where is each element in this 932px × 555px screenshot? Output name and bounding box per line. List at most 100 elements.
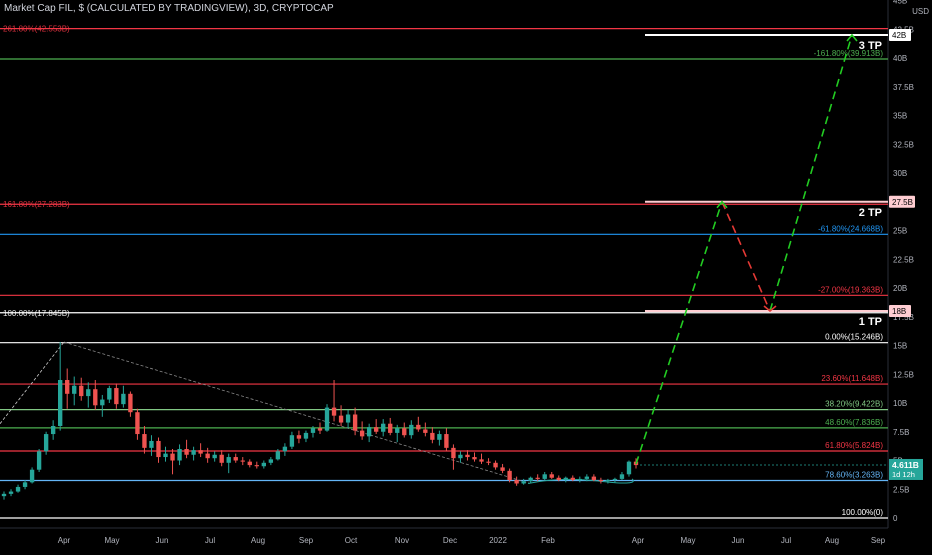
candle-body [1, 493, 7, 497]
candle-body [310, 428, 316, 433]
target-label: 1 TP [859, 316, 882, 328]
y-tick-label: 0 [893, 514, 898, 523]
candle-body [423, 429, 428, 433]
candle-body [254, 465, 259, 467]
candle-body [247, 461, 252, 466]
fib-label-right: -161.80%(39.913B) [814, 49, 884, 58]
y-tick-label: 40B [893, 54, 907, 63]
candle-body [29, 469, 35, 483]
candle-body [556, 477, 561, 481]
candle-body [542, 474, 547, 479]
candle-body [388, 423, 393, 433]
candle-body [331, 407, 337, 416]
candle-body [352, 414, 358, 431]
x-tick-label: Jun [732, 536, 745, 545]
price-badge-label: 27.5B [892, 198, 913, 207]
price-badge [889, 305, 911, 317]
candle-body [598, 480, 604, 482]
candle-body [486, 461, 491, 463]
candle-body [50, 426, 56, 435]
arrowhead-up-2 [846, 33, 858, 42]
x-tick-label: May [104, 536, 119, 545]
y-tick-label: 37.5B [893, 83, 914, 92]
price-badge-label: 18B [892, 307, 906, 316]
target-label: 2 TP [859, 207, 882, 219]
x-tick-label: Sep [871, 536, 886, 545]
candle-body [184, 449, 189, 455]
candle-body [591, 476, 597, 481]
candle-body [528, 477, 533, 482]
y-tick-label: 45B [893, 0, 907, 6]
countdown-label: 1d 12h [892, 470, 915, 479]
candle-body [472, 457, 477, 460]
candle-body [500, 467, 505, 471]
candle-body [402, 428, 407, 436]
y-tick-label: 17.5B [893, 313, 914, 322]
candle-body [149, 440, 154, 448]
candle-body [282, 446, 288, 452]
candle-body [296, 435, 302, 439]
x-tick-label: 2022 [489, 536, 507, 545]
candle-body [212, 454, 217, 459]
x-tick-label: May [680, 536, 695, 545]
fib-label-right: 78.60%(3.263B) [825, 470, 883, 479]
fib-label-right: -61.80%(24.668B) [818, 224, 883, 233]
x-tick-label: Nov [395, 536, 409, 545]
currency-label: USD [912, 7, 929, 16]
x-tick-label: Dec [443, 536, 457, 545]
current-price-badge [889, 458, 923, 480]
candle-body [43, 434, 49, 452]
price-badge [889, 29, 911, 41]
candle-body [72, 385, 77, 394]
candle-body [135, 412, 140, 435]
candle-body [451, 447, 456, 459]
candle-body [107, 388, 112, 400]
fib-label-right: 100.00%(0) [842, 508, 884, 517]
candle-body [381, 423, 386, 432]
candle-body [444, 434, 449, 448]
candle-body [395, 428, 400, 433]
candle-body [114, 388, 119, 405]
chart-title: Market Cap FIL, $ (CALCULATED BY TRADING… [4, 3, 334, 14]
x-tick-label: Jun [156, 536, 169, 545]
candle-body [521, 481, 526, 484]
candle-body [409, 424, 414, 436]
candle-body [338, 415, 344, 423]
fib-label-left: 100.00%(17.845B) [3, 309, 70, 318]
trendline-up [0, 341, 65, 424]
arrowhead-down [763, 305, 777, 313]
y-tick-label: 25B [893, 227, 907, 236]
candle-body [514, 480, 519, 484]
candle-body [317, 428, 323, 431]
candle-body [79, 385, 84, 397]
target-label: 3 TP [859, 40, 882, 52]
candle-body [359, 430, 365, 437]
candle-body [198, 450, 203, 454]
fib-label-right: -27.00%(19.363B) [818, 285, 883, 294]
candle-body [219, 454, 224, 463]
current-price-label: 4.611B [892, 460, 919, 470]
y-tick-label: 12.5B [893, 370, 914, 379]
x-tick-label: Jul [205, 536, 215, 545]
candle-body [275, 451, 281, 460]
candle-body [507, 470, 512, 481]
y-tick-label: 32.5B [893, 140, 914, 149]
x-tick-label: Jul [781, 536, 791, 545]
x-tick-label: Feb [541, 536, 555, 545]
arrowhead-up-1 [716, 200, 728, 209]
candle-body [416, 424, 421, 430]
candle-body [605, 480, 611, 482]
candle-body [163, 453, 168, 458]
candle-body [549, 474, 554, 478]
candle-body [22, 482, 28, 487]
x-tick-label: Sep [299, 536, 314, 545]
x-tick-label: Aug [251, 536, 265, 545]
candle-body [570, 477, 575, 481]
candle-body [100, 399, 105, 406]
x-tick-label: Apr [632, 536, 645, 545]
y-tick-label: 35B [893, 112, 907, 121]
candle-body [226, 457, 231, 463]
candle-body [303, 432, 309, 439]
